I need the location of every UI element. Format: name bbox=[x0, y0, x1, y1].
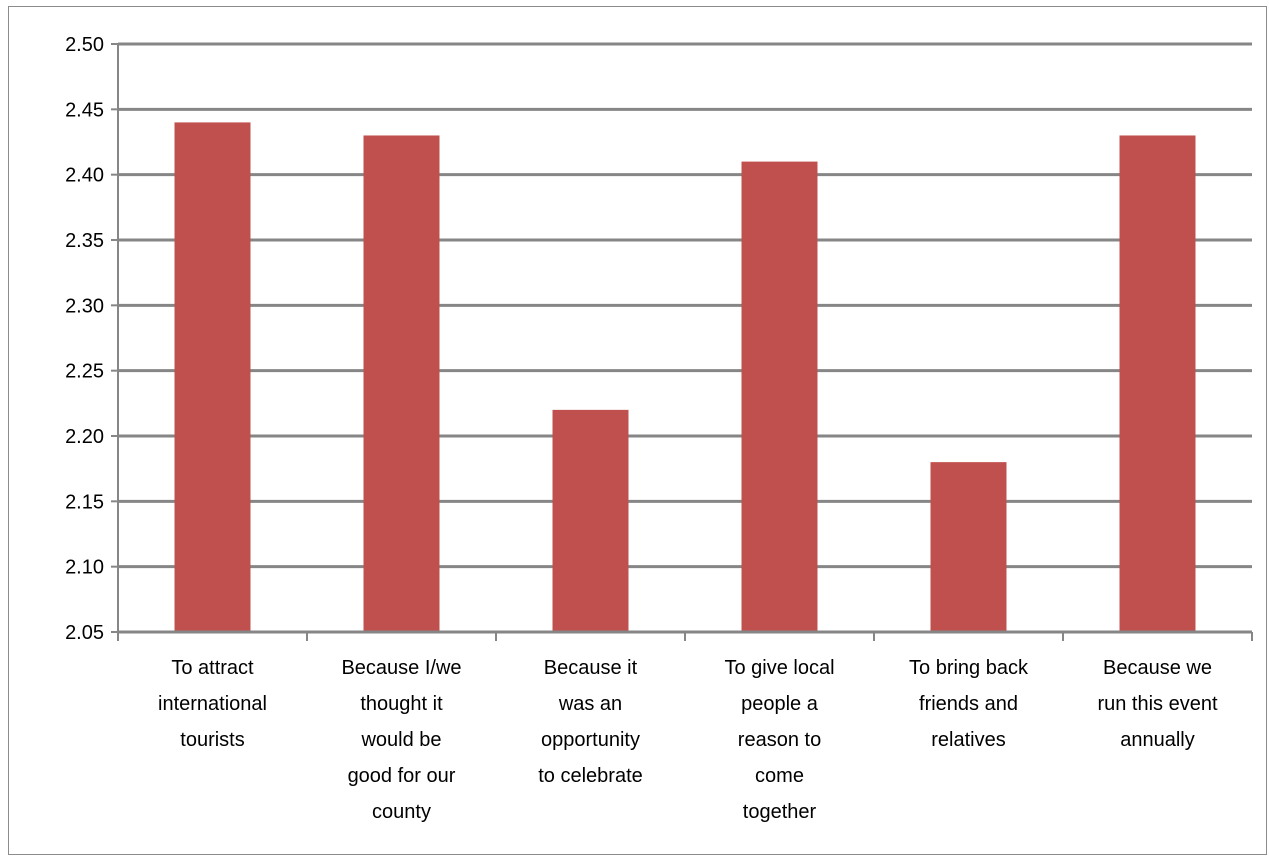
category-label-line: come bbox=[755, 765, 804, 787]
category-label-line: would be bbox=[360, 729, 441, 751]
category-label-line: Because we bbox=[1103, 657, 1212, 679]
y-tick-label: 2.35 bbox=[65, 230, 104, 252]
category-label-line: friends and bbox=[919, 693, 1018, 715]
category-label-line: thought it bbox=[360, 693, 443, 715]
y-tick-label: 2.20 bbox=[65, 426, 104, 448]
y-tick-label: 2.50 bbox=[65, 34, 104, 56]
category-label-line: county bbox=[372, 801, 431, 823]
bar bbox=[1119, 135, 1196, 632]
gridlines bbox=[118, 42, 1252, 569]
category-label-line: tourists bbox=[180, 729, 244, 751]
category-label-line: annually bbox=[1120, 729, 1195, 751]
y-tick-label: 2.45 bbox=[65, 99, 104, 121]
category-labels: To attract international tourists Because I… bbox=[158, 657, 1218, 823]
axes bbox=[111, 43, 1253, 641]
bar bbox=[741, 161, 818, 632]
category-label-line: To give local bbox=[724, 657, 834, 679]
category-label-line: To bring back bbox=[909, 657, 1029, 679]
category-label-line: reason to bbox=[738, 729, 821, 751]
y-tick-label: 2.25 bbox=[65, 361, 104, 383]
y-tick-label: 2.05 bbox=[65, 622, 104, 644]
bar bbox=[363, 135, 440, 632]
category-label: Because we run this event annually bbox=[1097, 657, 1218, 751]
category-label-line: To attract bbox=[171, 657, 254, 679]
category-label: To attract international tourists bbox=[158, 657, 267, 751]
y-tick-label: 2.15 bbox=[65, 491, 104, 513]
category-label-line: run this event bbox=[1097, 693, 1218, 715]
y-tick-labels: 2.05 2.10 2.15 2.20 2.25 2.30 2.35 2.40 2.45 2.50 bbox=[65, 34, 104, 644]
bar bbox=[930, 462, 1007, 632]
y-tick-label: 2.10 bbox=[65, 557, 104, 579]
category-label-line: people a bbox=[741, 693, 819, 715]
category-label-line: to celebrate bbox=[538, 765, 643, 787]
category-label-line: Because it bbox=[544, 657, 638, 679]
category-label-line: together bbox=[743, 801, 817, 823]
y-tick-label: 2.30 bbox=[65, 295, 104, 317]
category-label-line: relatives bbox=[931, 729, 1005, 751]
category-label-line: opportunity bbox=[541, 729, 640, 751]
y-tick-label: 2.40 bbox=[65, 165, 104, 187]
category-label: To bring back friends and relatives bbox=[909, 657, 1029, 751]
category-label: Because I/we thought it would be good for o… bbox=[341, 657, 461, 823]
bar bbox=[552, 409, 629, 632]
category-label-line: was an bbox=[558, 693, 622, 715]
category-label: To give local people a reason to come togeth… bbox=[724, 657, 834, 823]
bars bbox=[174, 122, 1196, 633]
category-label-line: international bbox=[158, 693, 267, 715]
category-label-line: Because I/we bbox=[341, 657, 461, 679]
category-label: Because it was an opportunity to celebrate bbox=[538, 657, 643, 787]
bar bbox=[174, 122, 251, 633]
category-label-line: good for our bbox=[348, 765, 456, 787]
